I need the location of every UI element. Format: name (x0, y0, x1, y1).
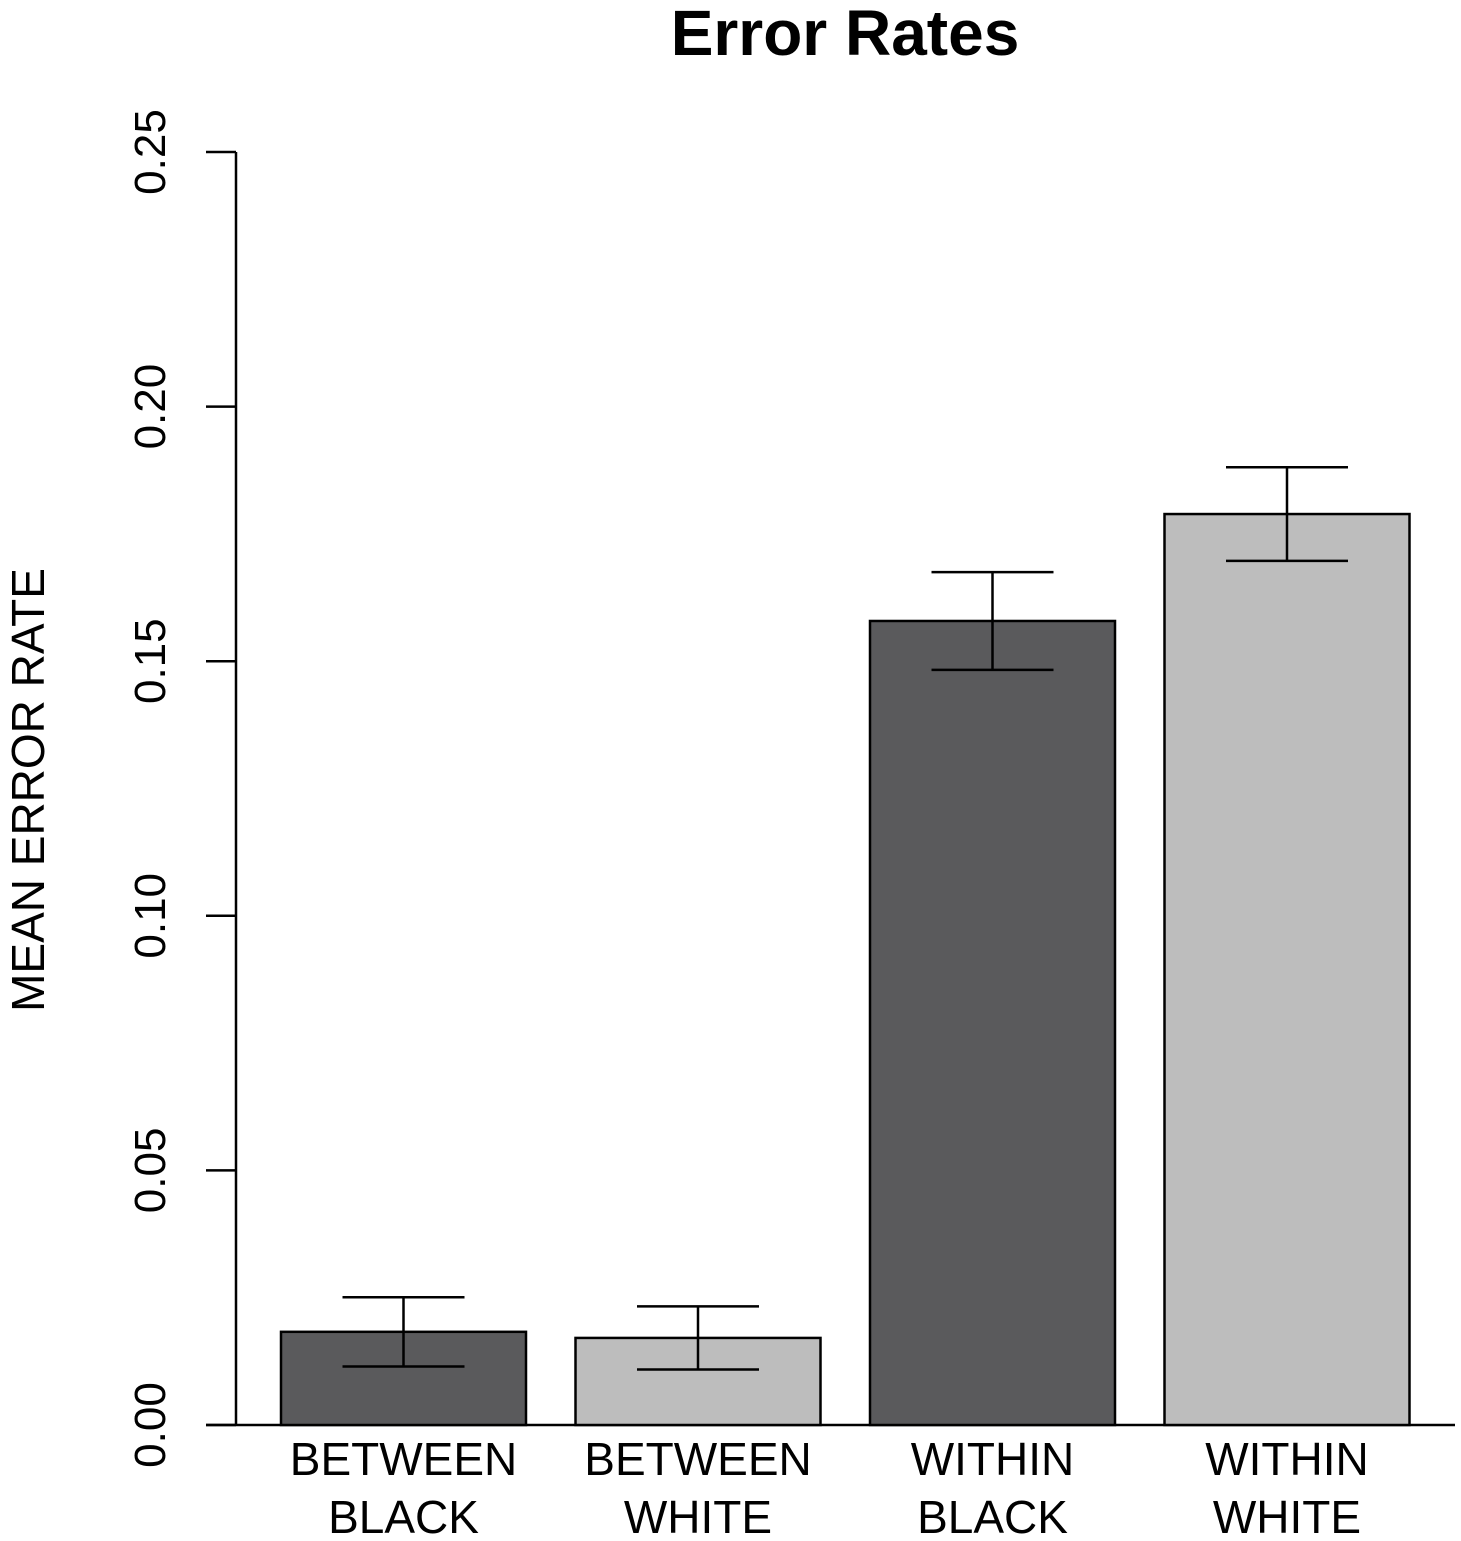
y-axis-label: MEAN ERROR RATE (2, 568, 54, 1012)
y-tick-label: 0.25 (126, 109, 175, 195)
x-category-label: WITHIN (1205, 1433, 1369, 1485)
bar (868, 619, 1117, 1427)
x-category-label: WITHIN (911, 1433, 1075, 1485)
y-tick-label: 0.10 (126, 873, 175, 959)
x-category-label: BETWEEN (584, 1433, 811, 1485)
y-tick-label: 0.00 (126, 1382, 175, 1468)
x-axis-labels: BETWEEN BLACK BETWEEN WHITE WITHIN BLACK WITHI… (290, 1433, 1369, 1541)
chart-title: Error Rates (671, 0, 1020, 69)
x-category-label: BLACK (917, 1491, 1068, 1541)
error-bars (342, 465, 1348, 1371)
x-category-label: WHITE (624, 1491, 772, 1541)
bar (1163, 512, 1411, 1427)
x-category-label: BETWEEN (290, 1433, 517, 1485)
x-category-label: BLACK (328, 1491, 479, 1541)
bars (279, 512, 1411, 1427)
y-tick-label: 0.20 (126, 364, 175, 450)
y-tick-label: 0.05 (126, 1128, 175, 1214)
y-axis-ticks: 0.00 0.05 0.10 0.15 0.20 0.25 (126, 109, 236, 1468)
y-tick-label: 0.15 (126, 618, 175, 704)
x-category-label: WHITE (1213, 1491, 1361, 1541)
